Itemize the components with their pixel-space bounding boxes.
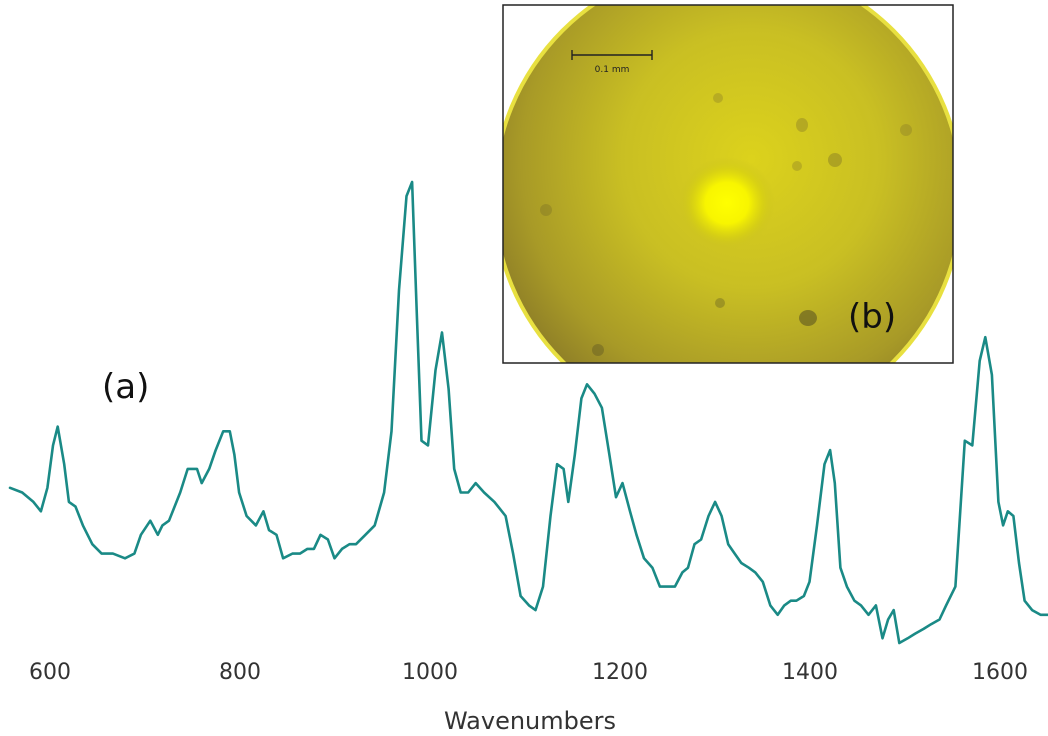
- inset-frame: [502, 4, 954, 364]
- scale-bar-label: 0.1 mm: [595, 65, 630, 75]
- laser-spot: [679, 157, 775, 249]
- micrograph-inset: 0.1 mm (b): [502, 4, 954, 364]
- panel-label-b: (b): [848, 297, 896, 337]
- x-axis-ticks: 600 800 1000 1200 1400 1600: [29, 660, 1028, 685]
- scale-bar: [571, 50, 653, 60]
- x-tick-label: 1600: [972, 660, 1028, 685]
- x-tick-label: 1000: [402, 660, 458, 685]
- x-tick-label: 600: [29, 660, 71, 685]
- x-tick-label: 1200: [592, 660, 648, 685]
- spectrum-line: [8, 180, 1048, 645]
- x-tick-label: 1400: [782, 660, 838, 685]
- x-tick-label: 800: [219, 660, 261, 685]
- x-axis-title: Wavenumbers: [444, 707, 616, 735]
- disc-specks: [540, 93, 912, 356]
- panel-label-a: (a): [102, 367, 149, 407]
